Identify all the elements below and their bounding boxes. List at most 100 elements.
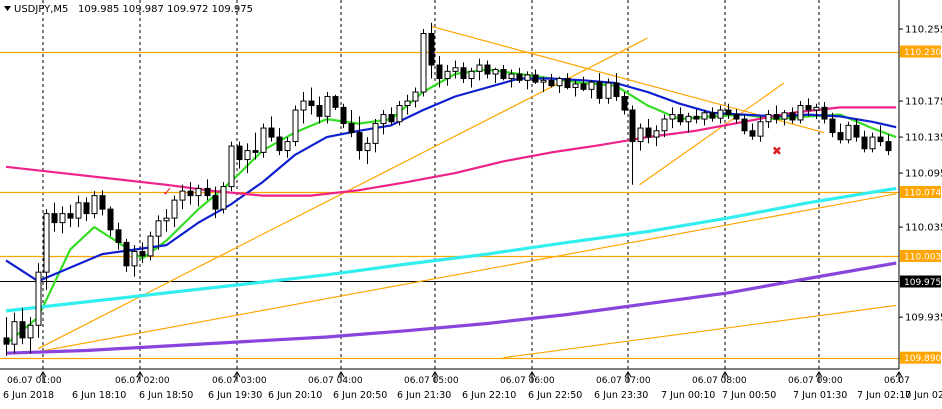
time-axis: 6 Jun 2018 6 Jun 18:10 6 Jun 18:50 6 Jun 19… (3, 371, 942, 401)
candle (348, 110, 355, 138)
session-marker-label: 06.07 (884, 376, 910, 386)
candle (187, 182, 194, 205)
candle-body (436, 64, 443, 80)
candle (220, 182, 227, 214)
candle-body (308, 100, 315, 107)
candle (596, 73, 603, 104)
session-marker-label: 06.07 02:00 (115, 376, 170, 386)
candle-body (773, 114, 780, 120)
time-axis-label: 7 Jun 02:10 (857, 390, 911, 401)
candle-body (123, 241, 130, 267)
candle (564, 73, 571, 90)
candle (27, 317, 34, 354)
candle (412, 87, 419, 108)
session-arrow-icon (136, 371, 144, 382)
candle-body (548, 79, 555, 87)
time-axis-label: 6 Jun 22:50 (528, 390, 582, 401)
candle (605, 78, 612, 104)
candle (252, 132, 259, 160)
candle-body (284, 141, 291, 152)
candlesticks (3, 22, 892, 356)
candle-body (340, 106, 347, 125)
candle-body (316, 105, 323, 117)
candle (147, 231, 154, 261)
candle-body (556, 78, 563, 87)
candle-body (59, 213, 66, 224)
candle (179, 184, 186, 210)
candle (532, 69, 539, 84)
candle-body (500, 69, 507, 80)
price-tick-label: 110.135 (905, 133, 942, 144)
candle (789, 107, 796, 124)
candle (260, 123, 267, 158)
candle (484, 60, 491, 79)
candle-body (877, 136, 884, 143)
candle-body (613, 82, 620, 98)
trendline[interactable] (37, 37, 648, 350)
candle-body (252, 150, 259, 153)
candle (869, 132, 876, 153)
session-arrow-icon (815, 371, 823, 382)
time-axis-label: 6 Jun 23:30 (594, 390, 648, 401)
candle (837, 123, 844, 144)
candle-body (781, 112, 788, 120)
candle-body (605, 82, 612, 99)
candle-body (179, 190, 186, 201)
candle (67, 204, 74, 228)
candle (821, 101, 828, 124)
time-axis-label: 6 Jun 21:30 (397, 390, 451, 401)
candle (372, 119, 379, 153)
candle (829, 112, 836, 138)
sell-signal-icon: ✖ (772, 144, 782, 158)
candle (669, 107, 676, 129)
candle-body (596, 81, 603, 99)
candle (308, 87, 315, 115)
candle-body (324, 96, 331, 117)
candle-body (35, 271, 42, 326)
candle-body (580, 83, 587, 90)
candle-body (236, 145, 243, 161)
ohlc-label: 109.985 109.987 109.972 109.975 (78, 4, 253, 15)
candle-body (709, 112, 716, 119)
session-arrow-icon (624, 371, 632, 382)
moving-average-line (5, 77, 897, 283)
time-axis-label: 6 Jun 20:10 (268, 390, 322, 401)
trendline[interactable] (639, 82, 785, 186)
time-axis-label: 6 Jun 18:50 (139, 390, 193, 401)
candle-body (789, 112, 796, 121)
candle (709, 107, 716, 122)
candle-body (268, 127, 275, 138)
candle (468, 67, 475, 88)
candle-body (412, 91, 419, 102)
candle-body (99, 195, 106, 210)
candle-body (171, 199, 178, 219)
moving-average-line (5, 186, 897, 313)
level-price-badge (900, 186, 941, 198)
trendline[interactable] (503, 304, 897, 359)
candle (388, 107, 395, 126)
candle (637, 123, 644, 151)
candle-body (67, 213, 74, 219)
candle (805, 98, 812, 117)
candle-body (693, 115, 700, 120)
trendline[interactable] (29, 193, 897, 354)
candle-body (388, 114, 395, 123)
candle-body (428, 33, 435, 66)
candle (572, 80, 579, 97)
candle (556, 76, 563, 93)
candle (677, 107, 684, 126)
candle-body (228, 145, 235, 188)
candle-body (701, 112, 708, 120)
trade-signals: ✓✖ (162, 144, 782, 199)
candle (123, 238, 130, 273)
candle-body (220, 186, 227, 210)
candle-body (572, 83, 579, 89)
horizontal-levels[interactable] (0, 51, 899, 360)
dropdown-triangle-icon[interactable] (4, 6, 11, 11)
current-price-badge (900, 275, 941, 288)
candle (540, 76, 547, 93)
candle (316, 96, 323, 124)
candle (356, 116, 363, 160)
candle (11, 312, 18, 354)
